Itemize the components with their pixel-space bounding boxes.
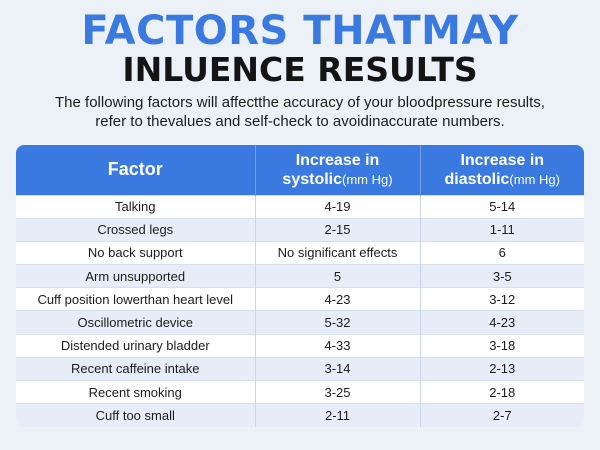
- table-row: No back support No significant effects 6: [16, 240, 584, 265]
- diastolic-cell: 3-18: [420, 333, 584, 358]
- table-row: Crossed legs 2-15 1-11: [16, 217, 584, 242]
- factor-cell: Recent caffeine intake: [16, 356, 256, 381]
- table-row: Recent smoking 3-25 2-18: [16, 379, 584, 404]
- header-diastolic: Increase in diastolic(mm Hg): [420, 145, 584, 195]
- factor-cell: Distended urinary bladder: [16, 333, 256, 358]
- page-subtitle: The following factors will affectthe acc…: [14, 93, 586, 131]
- table-row: Recent caffeine intake 3-14 2-13: [16, 356, 584, 381]
- diastolic-cell: 6: [420, 240, 584, 265]
- header-diastolic-line-2: diastolic(mm Hg): [421, 170, 585, 189]
- table-row: Distended urinary bladder 4-33 3-18: [16, 333, 584, 358]
- systolic-cell: 4-33: [255, 333, 421, 358]
- systolic-cell: 4-23: [255, 287, 421, 311]
- systolic-cell: 5-32: [255, 310, 421, 335]
- diastolic-cell: 3-5: [420, 264, 584, 288]
- systolic-cell: 2-11: [255, 403, 421, 427]
- header-systolic-line-2: systolic(mm Hg): [256, 170, 420, 189]
- factor-cell: Talking: [16, 194, 256, 219]
- page-title-line-1: FACTORS THATMAY: [81, 8, 519, 54]
- table-header-row: Factor Increase in systolic(mm Hg) Incre…: [16, 145, 584, 195]
- factors-table-container: Factor Increase in systolic(mm Hg) Incre…: [16, 145, 584, 427]
- subtitle-line-2: refer to thevalues and self-check to avo…: [95, 113, 505, 130]
- page-title-line-2: INLUENCE RESULTS: [122, 50, 478, 89]
- factor-cell: Crossed legs: [16, 217, 256, 242]
- diastolic-cell: 3-12: [420, 287, 584, 311]
- systolic-cell: 2-15: [255, 217, 421, 242]
- factor-cell: Arm unsupported: [16, 264, 256, 288]
- factor-cell: Recent smoking: [16, 379, 256, 404]
- table-row: Arm unsupported 5 3-5: [16, 264, 584, 288]
- diastolic-cell: 1-11: [420, 217, 584, 242]
- header-diastolic-line-1: Increase in: [460, 151, 545, 169]
- table-row: Oscillometric device 5-32 4-23: [16, 310, 584, 335]
- systolic-cell: 4-19: [255, 194, 421, 219]
- systolic-cell: 5: [255, 264, 421, 288]
- header-diastolic-unit: (mm Hg): [509, 171, 560, 187]
- header-systolic: Increase in systolic(mm Hg): [255, 145, 421, 195]
- diastolic-cell: 2-18: [420, 379, 584, 404]
- diastolic-cell: 5-14: [420, 194, 584, 219]
- factors-table: Factor Increase in systolic(mm Hg) Incre…: [16, 145, 584, 427]
- header-factor: Factor: [16, 145, 256, 195]
- factor-cell: Cuff position lowerthan heart level: [16, 287, 256, 311]
- systolic-cell: 3-14: [255, 356, 421, 381]
- systolic-cell: 3-25: [255, 379, 421, 404]
- header-systolic-line-1: Increase in: [295, 151, 380, 169]
- header-systolic-word: systolic: [282, 170, 343, 188]
- diastolic-cell: 4-23: [420, 310, 584, 335]
- factor-cell: Oscillometric device: [16, 310, 256, 335]
- header-systolic-unit: (mm Hg): [342, 171, 393, 187]
- header-diastolic-word: diastolic: [444, 170, 510, 188]
- table-row: Talking 4-19 5-14: [16, 194, 584, 219]
- systolic-cell: No significant effects: [255, 240, 421, 265]
- subtitle-line-1: The following factors will affectthe acc…: [55, 94, 545, 111]
- diastolic-cell: 2-13: [420, 356, 584, 381]
- table-row: Cuff too small 2-11 2-7: [16, 403, 584, 427]
- table-row: Cuff position lowerthan heart level 4-23…: [16, 287, 584, 311]
- factor-cell: No back support: [16, 240, 256, 265]
- factor-cell: Cuff too small: [16, 403, 256, 427]
- diastolic-cell: 2-7: [420, 403, 584, 427]
